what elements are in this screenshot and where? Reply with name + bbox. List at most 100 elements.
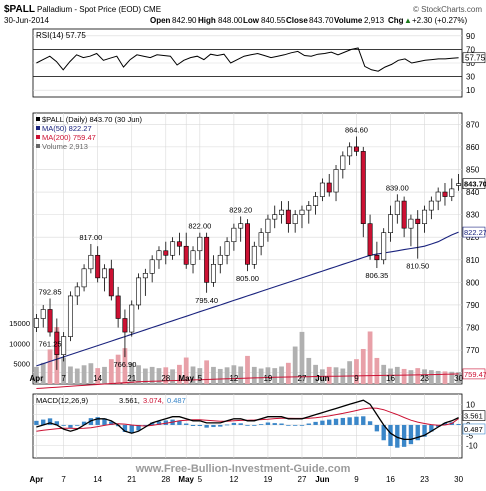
candle-body	[381, 232, 387, 261]
macd-histogram-bar	[286, 424, 291, 426]
price-annotation: 864.60	[345, 125, 368, 134]
x-axis-labels: Apr 7 14 21 28 May 5 12 19 27 Jun 9 16 23 30 Apr 7 14 21 28…	[30, 374, 464, 484]
candle-body	[238, 223, 244, 229]
candle-body	[388, 214, 393, 233]
candle-body	[88, 254, 94, 270]
price-x-tick-label: 28	[161, 374, 170, 383]
candle-body	[428, 200, 434, 211]
macd-tick-label: 10	[466, 400, 475, 409]
candle-body	[374, 254, 380, 261]
candle-body	[340, 155, 346, 170]
candle-body	[163, 250, 169, 256]
price-annotation: 795.40	[195, 296, 218, 305]
price-tick-label: 830	[466, 211, 480, 220]
candle-body	[136, 277, 142, 306]
volume-bar	[456, 372, 461, 384]
candle-body	[422, 209, 428, 224]
volume-bar	[415, 368, 421, 384]
macd-legend-entry: 3.074,	[143, 396, 164, 405]
macd-x-tick-label: 28	[161, 475, 170, 484]
volume-bar	[442, 371, 448, 384]
macd-x-tick-label: Apr	[30, 475, 44, 484]
stockcharts-logo[interactable]: © StockCharts.com	[413, 5, 482, 14]
volume-bar	[306, 357, 312, 384]
rsi-current-label: 57.75	[465, 54, 486, 63]
price-tick-label: 810	[466, 256, 480, 265]
volume-bar	[435, 370, 441, 384]
price-annotation: 806.35	[365, 271, 388, 280]
macd-legend-entry: 3.561,	[119, 396, 140, 405]
macd-histogram-bar	[388, 424, 393, 447]
price-annotation: 792.85	[39, 288, 62, 297]
candle-body	[40, 309, 46, 319]
macd-histogram-bar	[47, 418, 53, 425]
ma200-line	[36, 373, 459, 389]
candle-body	[47, 309, 53, 333]
price-annotation: 761.25	[39, 340, 62, 349]
volume-bar	[238, 366, 244, 384]
volume-bar	[183, 357, 189, 384]
macd-histogram-bar	[422, 424, 427, 437]
macd-histogram-bar	[156, 421, 162, 425]
macd-histogram-bar	[61, 424, 66, 426]
macd-histogram-bar	[333, 418, 339, 425]
candle-body	[204, 236, 210, 283]
macd-current-box	[462, 423, 486, 435]
volume-bar	[292, 346, 298, 384]
volume-bar	[224, 367, 230, 384]
rsi-tick-label: 10	[466, 86, 475, 95]
macd-histogram-bar	[149, 422, 155, 425]
macd-current-label: 0.487	[464, 425, 483, 434]
macd-histogram-bar	[381, 424, 386, 441]
price-tick-label: 820	[466, 233, 480, 242]
rsi-legend: RSI(14) 57.75	[36, 31, 86, 40]
volume-bar	[88, 363, 94, 384]
volume-bar	[217, 368, 223, 384]
macd-tick-label: -10	[466, 442, 478, 451]
volume-bar	[40, 362, 46, 384]
candle-body	[108, 268, 114, 297]
macd-x-tick-label: Jun	[315, 475, 329, 484]
candle-body	[74, 286, 80, 297]
volume-bar	[326, 366, 332, 384]
candle-body	[456, 183, 462, 186]
macd-histogram-bar	[184, 423, 189, 425]
volume-bar	[347, 361, 353, 384]
volume-bar	[354, 359, 359, 384]
macd-histogram-bar	[238, 423, 243, 425]
price-legend-swatch	[36, 126, 40, 130]
macd-histogram-bar	[279, 423, 284, 425]
candle-body	[258, 232, 264, 247]
candle-body	[347, 146, 353, 157]
macd-current-label: 3.561	[464, 412, 483, 421]
volume-bar	[272, 368, 278, 384]
candle-body	[408, 218, 414, 229]
symbol-title: $PALL	[4, 4, 35, 15]
candle-body	[54, 331, 60, 355]
price-annotation: 766.90	[113, 360, 136, 369]
candle-body	[313, 196, 319, 206]
rsi-current-box	[462, 52, 486, 64]
volume-bar	[149, 366, 155, 384]
price-legend-swatch	[36, 135, 40, 139]
macd-histogram-bar	[401, 424, 407, 447]
volume-bar	[170, 369, 175, 384]
price-x-tick-label: 27	[298, 374, 307, 383]
macd-histogram-bar	[190, 424, 196, 426]
macd-histogram-bar	[204, 424, 209, 428]
macd-histogram-bar	[299, 424, 305, 426]
macd-histogram-bar	[136, 424, 141, 431]
macd-histogram-bar	[408, 424, 414, 445]
price-current-box	[462, 368, 486, 380]
macd-histogram-bar	[265, 422, 271, 425]
candle-body	[435, 191, 441, 202]
candle-body	[367, 223, 373, 256]
high-label: High	[198, 16, 216, 25]
macd-histogram-bar	[197, 424, 203, 426]
candle-body	[326, 182, 332, 193]
macd-histogram-bar	[75, 424, 80, 426]
volume-bar	[265, 367, 271, 384]
macd-x-tick-label: May	[178, 475, 194, 484]
price-x-tick-label: Jun	[315, 374, 329, 383]
macd-x-tick-label: 9	[354, 475, 359, 484]
